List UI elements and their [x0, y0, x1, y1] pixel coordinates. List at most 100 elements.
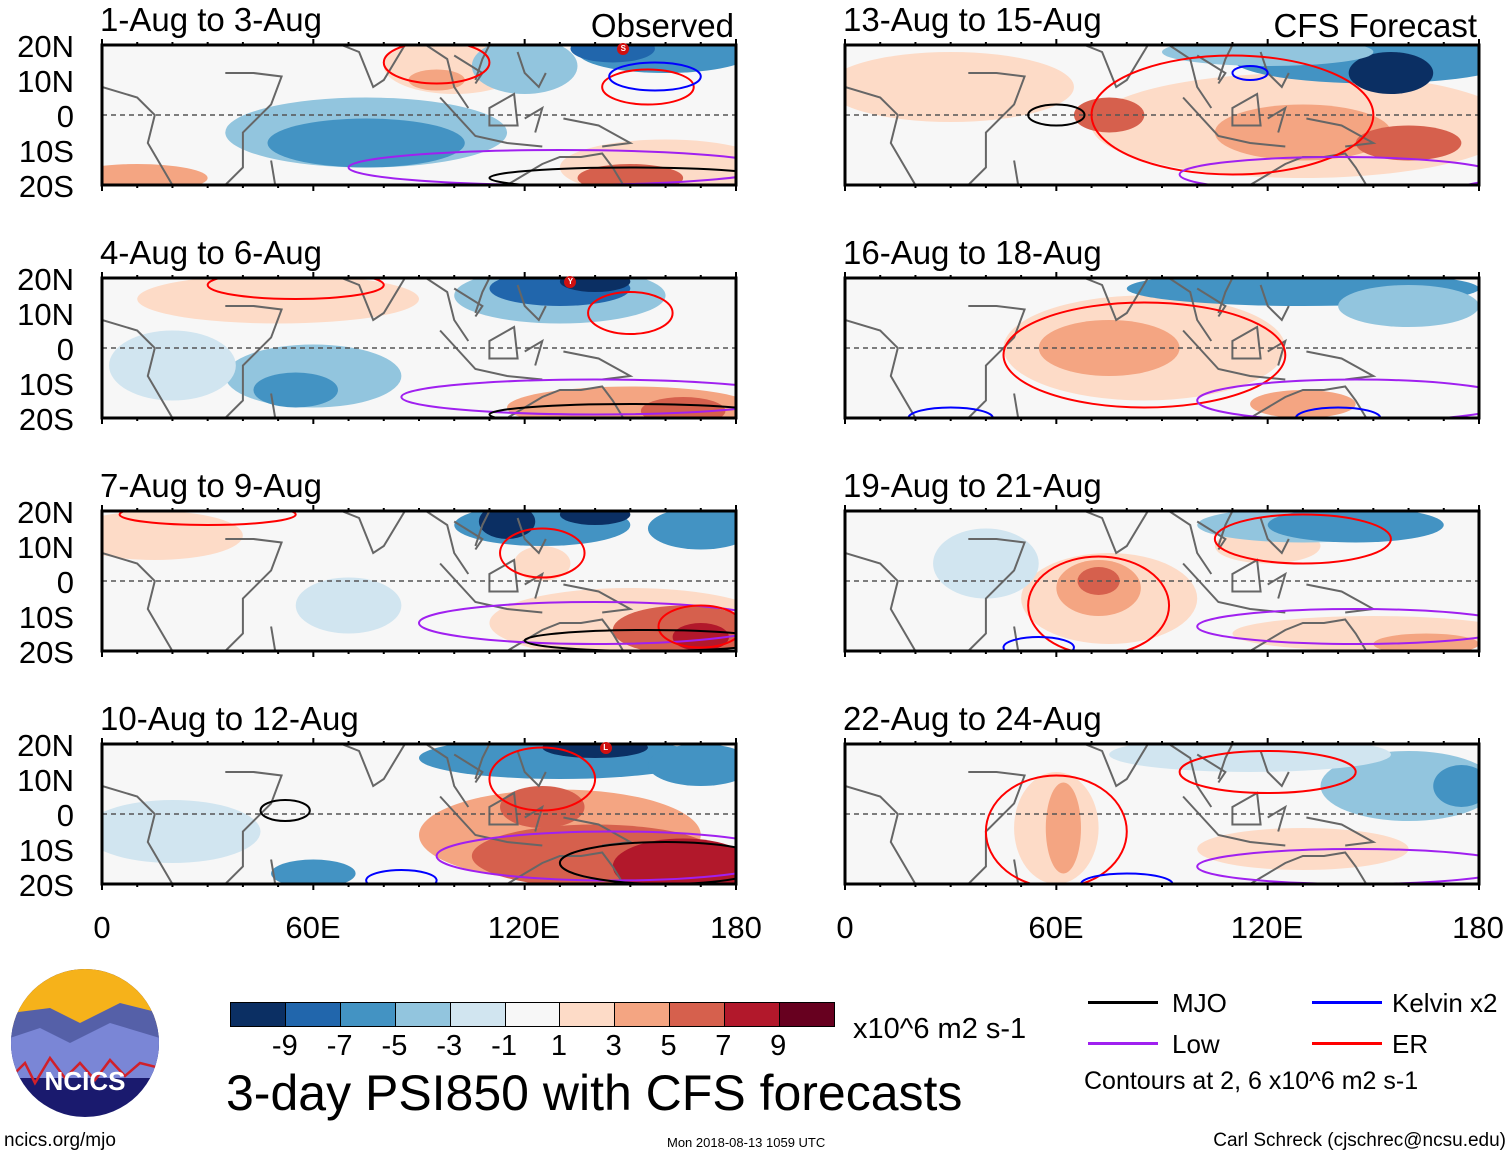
colorbar-tick-label: 5	[660, 1030, 677, 1062]
anomaly-shading	[542, 744, 648, 758]
wave-contour	[1002, 301, 1287, 409]
coastline	[845, 744, 1377, 884]
legend-label-kelvin: Kelvin x2	[1392, 988, 1498, 1018]
legend-line-low	[1088, 1042, 1158, 1045]
lon-label: 0	[93, 910, 111, 945]
wave-contour	[1213, 513, 1392, 565]
lon-label: 120E	[1230, 910, 1304, 945]
figure-title: 3-day PSI850 with CFS forecasts	[226, 1065, 963, 1121]
anomaly-shading	[408, 69, 465, 91]
lat-label: 10N	[17, 297, 74, 332]
anomaly-shading	[577, 164, 684, 185]
panel-title: 16-Aug to 18-Aug	[843, 234, 1102, 271]
contour-note: Contours at 2, 6 x10^6 m2 s-1	[1084, 1067, 1419, 1095]
anomaly-shading	[271, 859, 356, 884]
anomaly-shading	[102, 511, 243, 560]
panel-tag: Observed	[590, 7, 734, 44]
wave-contour	[1294, 406, 1382, 418]
colorbar-swatch	[340, 1003, 396, 1026]
panel-title: 4-Aug to 6-Aug	[100, 234, 322, 271]
colorbar-tick-label: -1	[491, 1030, 517, 1062]
wave-contour	[558, 841, 736, 884]
lon-label: 120E	[487, 910, 561, 945]
legend-line-mjo	[1088, 1001, 1158, 1004]
lon-label: 60E	[285, 910, 341, 945]
wave-contour	[347, 149, 736, 185]
panel-title: 10-Aug to 12-Aug	[100, 700, 359, 737]
wave-contour	[984, 774, 1128, 884]
colorbar-swatch	[285, 1003, 341, 1026]
wave-contour	[1027, 555, 1171, 651]
anomaly-shading	[102, 164, 208, 185]
wave-contour	[418, 601, 736, 645]
footer-url[interactable]: ncics.org/mjo	[4, 1130, 116, 1151]
anomaly-shading	[612, 838, 736, 884]
anomaly-shading	[514, 546, 571, 581]
anomaly-shading	[1250, 390, 1356, 418]
wave-contour	[1196, 608, 1479, 645]
map-panel	[100, 39, 738, 191]
legend-line-kelvin	[1312, 1001, 1382, 1004]
colorbar-tick-label: -7	[326, 1030, 353, 1062]
map-panel	[100, 272, 738, 424]
colorbar-swatch	[780, 1003, 834, 1026]
wave-contour	[657, 604, 736, 649]
colorbar-tick-label: -5	[381, 1030, 408, 1062]
wave-contour	[1178, 156, 1479, 185]
wave-contour	[259, 799, 311, 822]
wave-contour	[523, 629, 736, 651]
anomaly-shading	[1348, 52, 1434, 94]
wave-contour	[1196, 848, 1479, 884]
panel-title: 7-Aug to 9-Aug	[100, 467, 322, 504]
wave-contour	[499, 527, 586, 579]
lat-label: 20N	[17, 29, 74, 64]
anomaly-shading	[1162, 45, 1374, 66]
wave-contour	[118, 511, 297, 526]
anomaly-shading	[559, 278, 631, 292]
storm-marker: L	[599, 741, 612, 754]
colorbar-tick-label: 9	[770, 1030, 787, 1062]
lat-label: 10N	[17, 763, 74, 798]
coastline	[102, 278, 634, 418]
colorbar-swatch	[450, 1003, 506, 1026]
map-panel	[843, 505, 1481, 657]
lat-label: 20N	[17, 728, 74, 763]
colorbar-swatch	[725, 1003, 781, 1026]
wave-contour	[601, 68, 695, 106]
wave-contour	[488, 166, 736, 185]
anomaly-shading	[647, 511, 736, 550]
lon-label: 180	[710, 910, 762, 945]
anomaly-shading	[570, 45, 655, 63]
wave-contour	[400, 378, 736, 416]
lat-label: 10S	[18, 833, 74, 868]
colorbar	[230, 1002, 835, 1027]
colorbar-tick-label: -3	[436, 1030, 463, 1062]
anomaly-shading	[1320, 751, 1479, 821]
wave-contour	[1196, 378, 1479, 418]
map-panel	[843, 272, 1481, 424]
storm-marker: S	[617, 42, 630, 55]
anomaly-shading	[933, 528, 1039, 599]
anomaly-shading	[137, 278, 419, 324]
anomaly-shading	[1433, 765, 1479, 807]
anomaly-shading	[253, 372, 338, 408]
lat-label: 20S	[18, 868, 74, 903]
wave-contour	[1080, 872, 1174, 884]
colorbar-tick-label: 1	[550, 1030, 567, 1062]
lon-label: 180	[1452, 910, 1504, 945]
panel-title: 13-Aug to 15-Aug	[843, 1, 1102, 38]
lat-label: 0	[56, 99, 74, 134]
panel-title: 1-Aug to 3-Aug	[100, 1, 322, 38]
anomaly-shading	[109, 330, 236, 401]
panel-tag: CFS Forecast	[1273, 7, 1477, 44]
lat-label: 20N	[17, 262, 74, 297]
footer-author: Carl Schreck (cjschrec@ncsu.edu)	[1213, 1130, 1506, 1151]
lat-label: 20S	[18, 402, 74, 437]
logo-text: NCICS	[45, 1066, 126, 1096]
wave-contour	[206, 278, 385, 300]
legend-line-er	[1312, 1042, 1382, 1045]
legend-label-low: Low	[1172, 1029, 1220, 1059]
wave-contour	[608, 61, 702, 92]
wave-contour	[1002, 636, 1075, 651]
